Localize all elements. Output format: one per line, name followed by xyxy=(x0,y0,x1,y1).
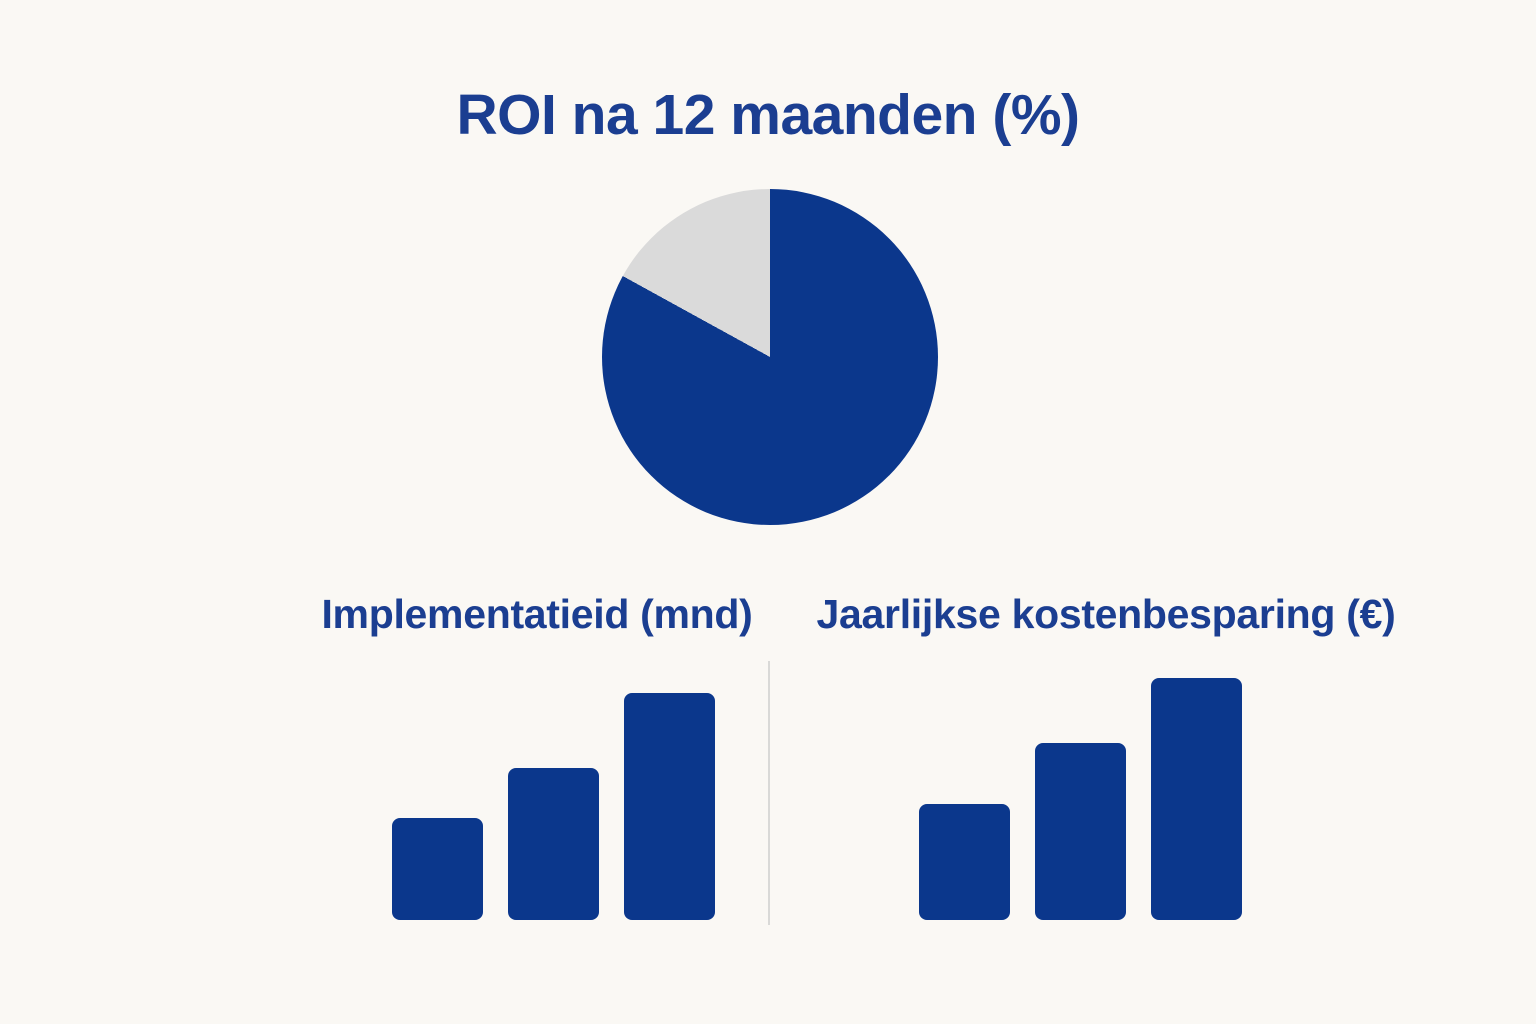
implementation-chart-title: Implementatieid (mnd) xyxy=(321,591,753,637)
chart-divider xyxy=(768,661,770,925)
bar xyxy=(1151,678,1242,920)
bar xyxy=(919,804,1010,920)
page-title: ROI na 12 maanden (%) xyxy=(456,83,1081,147)
bar xyxy=(624,693,715,920)
roi-pie-chart xyxy=(602,189,938,525)
bar xyxy=(1035,743,1126,920)
savings-bar-chart xyxy=(919,678,1242,920)
implementation-bar-chart xyxy=(392,693,715,920)
bar xyxy=(392,818,483,920)
bar xyxy=(508,768,599,920)
savings-chart-title: Jaarlijkse kostenbesparing (€) xyxy=(816,591,1396,637)
